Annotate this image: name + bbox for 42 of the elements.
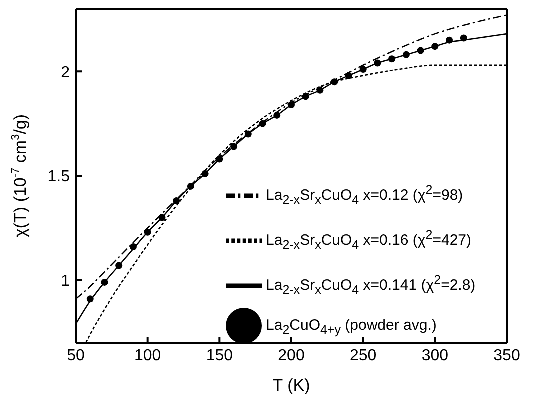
text: La$_{2-x}$Sr$_{x}$CuO$_{4}$ x=0.16 (χ$^{2}$=427) — [266, 228, 472, 252]
y-tick-label: 1.5 — [48, 168, 70, 186]
point — [274, 112, 281, 119]
point — [288, 102, 295, 109]
point — [460, 34, 468, 42]
point — [158, 214, 166, 222]
point — [360, 66, 367, 74]
point — [331, 78, 338, 86]
x-tick-label: 150 — [206, 347, 234, 364]
point — [259, 120, 266, 128]
point — [345, 72, 352, 80]
x-tick-label: 50 — [67, 347, 85, 364]
point — [374, 60, 382, 67]
point — [402, 51, 410, 58]
text: La$_{2-x}$Sr$_{x}$CuO$_{4}$ x=0.12 (χ$^{2}$=98) — [266, 183, 464, 207]
y-tick-label: 1 — [61, 273, 70, 290]
point — [244, 130, 252, 138]
x-tick-label: 250 — [350, 347, 377, 364]
point — [302, 93, 310, 100]
y-tick-label: 2 — [61, 64, 70, 82]
point — [173, 198, 180, 205]
x-tick-label: 200 — [278, 347, 305, 364]
x-axis-title: T (K) — [272, 376, 310, 395]
point — [230, 143, 238, 150]
point — [86, 296, 94, 303]
point — [101, 278, 108, 286]
point — [202, 170, 209, 178]
point — [144, 228, 152, 236]
point — [417, 47, 424, 54]
x-tick-label: 300 — [422, 347, 449, 364]
point — [130, 243, 137, 250]
point — [187, 182, 194, 190]
text: La$_{2-x}$Sr$_{x}$CuO$_{4}$ x=0.141 (χ$^{2}$=2.8) — [266, 273, 476, 297]
x-tick-label: 100 — [134, 347, 162, 364]
point — [446, 36, 454, 44]
point — [216, 156, 224, 163]
x-tick-label: 350 — [494, 347, 520, 364]
legend-label: La$_{2}$CuO$_{4+y}$ (powder avg.) — [266, 317, 437, 337]
point — [116, 262, 123, 270]
point — [388, 56, 396, 63]
point — [432, 43, 439, 50]
point — [316, 86, 324, 94]
